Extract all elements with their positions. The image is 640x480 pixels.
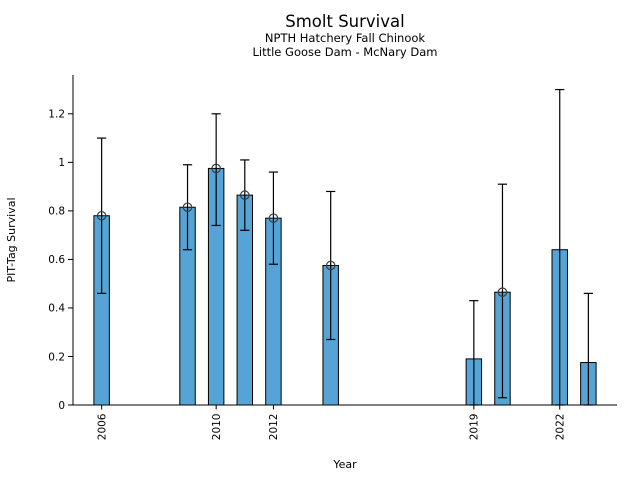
y-tick-label-0: 0 — [58, 400, 65, 412]
marker-circle-2011 — [239, 190, 250, 200]
chart-subtitle-1: NPTH Hatchery Fall Chinook — [265, 31, 425, 45]
y-tick-label-1.2: 1.2 — [48, 109, 65, 121]
x-tick-label-2022: 2022 — [555, 414, 567, 441]
marker-circle-2020 — [497, 287, 508, 297]
y-tick-label-0.6: 0.6 — [48, 254, 65, 266]
y-tick-label-1: 1 — [58, 157, 65, 169]
marker-circle-2012 — [268, 213, 279, 223]
x-tick-label-2019: 2019 — [469, 414, 481, 441]
y-tick-label-0.4: 0.4 — [48, 303, 65, 315]
y-tick-label-0.2: 0.2 — [48, 351, 65, 363]
y-axis-label: PIT-Tag Survival — [5, 197, 18, 282]
plot-area: 0 0.2 0.4 0.6 0.8 1 1.2 2006 2010 2012 2019 2022 — [48, 75, 617, 440]
chart-subtitle-2: Little Goose Dam - McNary Dam — [252, 45, 437, 59]
marker-circle-2010 — [211, 163, 221, 174]
x-tick-label-2006: 2006 — [96, 413, 108, 440]
chart-title: Smolt Survival — [285, 12, 404, 31]
x-tick-label-2010: 2010 — [211, 414, 223, 441]
x-axis-label: Year — [332, 458, 357, 471]
marker-circle-2006 — [96, 210, 107, 221]
x-tick-label-2012: 2012 — [268, 414, 280, 441]
marker-circle-2009 — [182, 202, 193, 213]
marker-circle-2014 — [325, 260, 336, 271]
y-tick-label-0.8: 0.8 — [48, 206, 65, 218]
